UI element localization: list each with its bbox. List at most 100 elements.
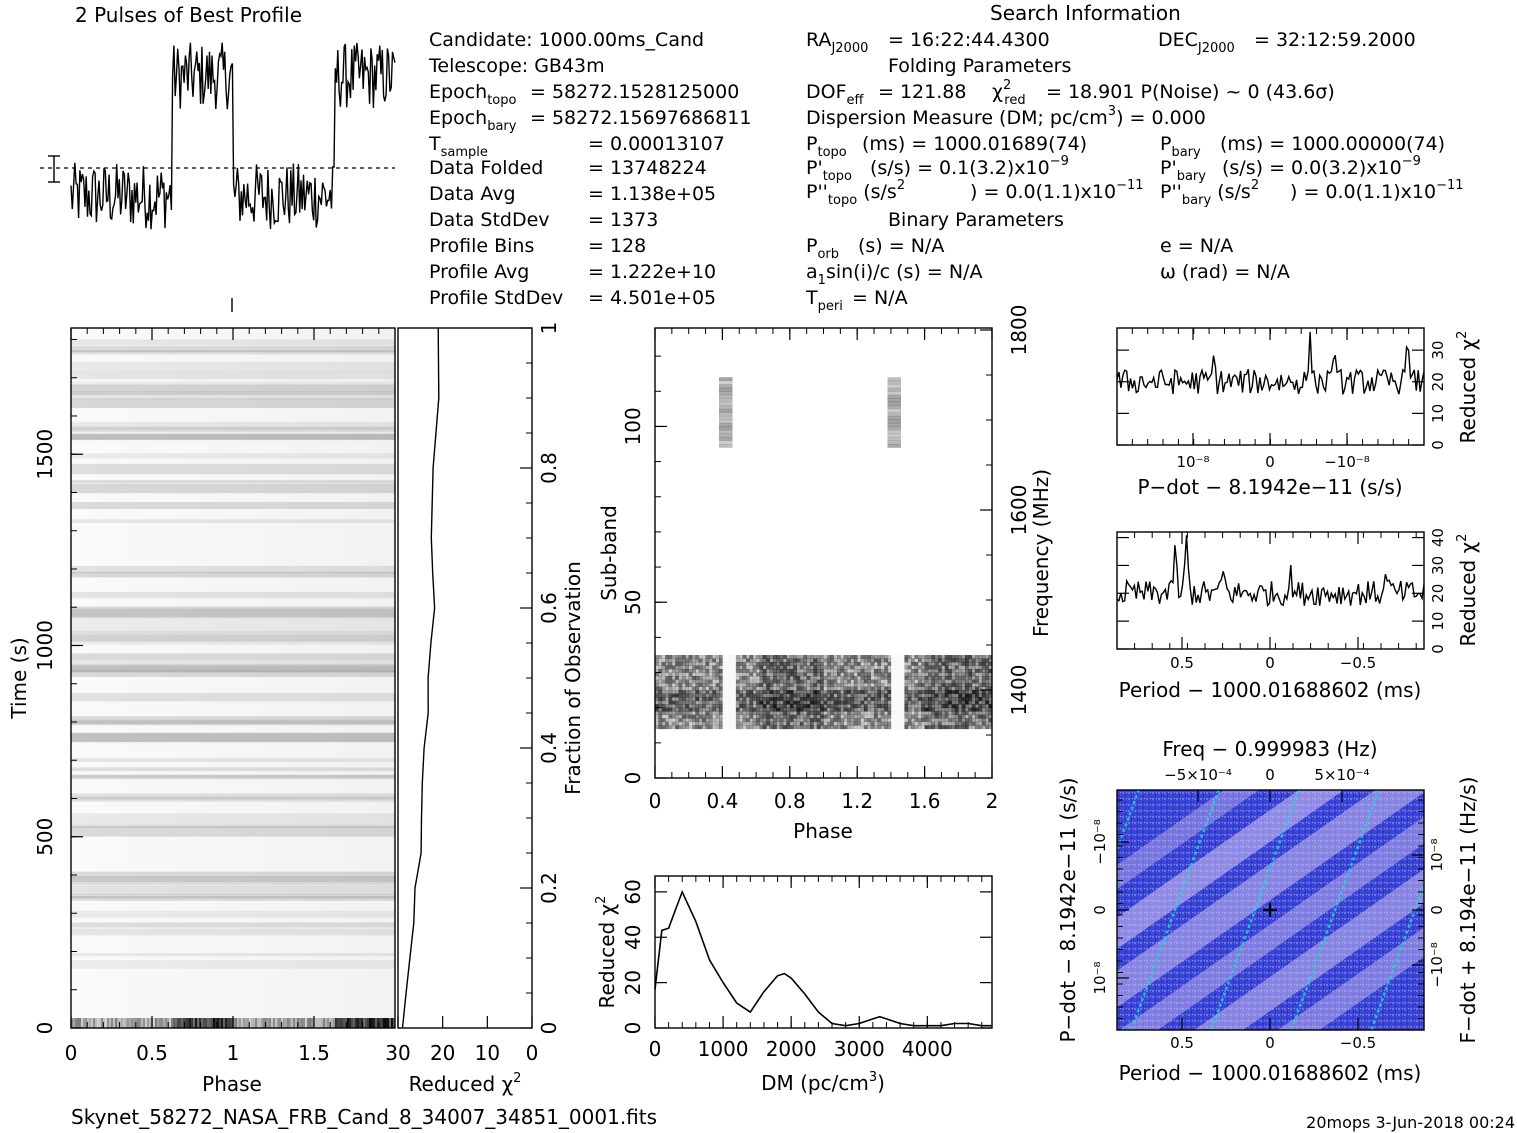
prof-std-label: Profile StdDev — [429, 287, 563, 309]
subband-pulse-cell — [887, 415, 901, 420]
subband-pulse-cell — [887, 440, 901, 445]
subband-pulse-cell — [719, 415, 733, 420]
pp-band — [1168, 790, 1424, 1030]
pp-xlabel: Period − 1000.01688602 (ms) — [1119, 1061, 1422, 1085]
pdtopo-value-text: (s/s) = 0.1(3.2)x10 — [870, 157, 1050, 179]
subband-pulse-cell — [719, 440, 733, 445]
subband-pulse-cell — [719, 408, 733, 413]
chi2-value: = 18.901 P(Noise) ~ 0 (43.6σ) — [1046, 81, 1335, 103]
candidate-line: Candidate: 1000.00ms_Cand — [429, 29, 704, 51]
ra-value: = 16:22:44.4300 — [888, 29, 1050, 51]
tc-ytick-label: 0.8 — [537, 452, 561, 484]
dm-xtick-label: 2000 — [766, 1037, 817, 1061]
time-chi2-line — [401, 327, 440, 1029]
subband-pulse-cell — [887, 377, 901, 382]
period-xlabel: Period − 1000.01688602 (ms) — [1119, 678, 1422, 702]
pdot-chi2-line — [1116, 331, 1425, 395]
subband-panel: 0 0.4 0.8 1.2 1.6 2 0 50 100 1400 1600 1800 Phase S… — [597, 305, 1053, 843]
dm-ylabel: Reduced χ2 — [594, 896, 619, 1009]
pr-xtick-label: 0 — [1265, 654, 1275, 672]
dm-xtick-label: 0 — [649, 1037, 662, 1061]
pp-band — [1117, 790, 1289, 1030]
pp-x2tick-label: 0 — [1265, 766, 1275, 784]
pr-ytick-label: 30 — [1429, 556, 1447, 575]
pr-ytick-label: 0 — [1429, 644, 1447, 654]
pdtopo-value: (s/s) = 0.1(3.2)x10−9 — [870, 154, 1069, 179]
period-ylabel: Reduced χ2 — [1455, 534, 1480, 647]
subband-pulse-cell — [719, 433, 733, 438]
dm-ytick-label: 60 — [621, 879, 645, 904]
pd-xtick-label: 0 — [1265, 453, 1275, 471]
pddtopo-value-text: ) = 0.0(1.1)x10 — [970, 181, 1116, 203]
prof-std-value: = 4.501e+05 — [588, 287, 716, 309]
pr-xtick-label: −0.5 — [1340, 654, 1376, 672]
prof-avg-label: Profile Avg — [429, 261, 529, 283]
subband-pulse-cell — [887, 394, 901, 399]
ecc-value: e = N/A — [1160, 235, 1233, 257]
search-heading: Search Information — [990, 1, 1181, 25]
subband-pulse-cell — [887, 391, 901, 396]
dec-value: = 32:12:59.2000 — [1254, 29, 1416, 51]
pddtopo-value: ) = 0.0(1.1)x10−11 — [970, 178, 1144, 203]
pp-streak — [1164, 790, 1346, 1030]
subband-pulse-cell — [887, 426, 901, 431]
tperi-label: Tperi — [805, 287, 843, 314]
epoch-topo-value: = 58272.1528125000 — [530, 81, 739, 103]
folding-heading: Folding Parameters — [888, 55, 1071, 77]
pr-ytick-label: 10 — [1429, 612, 1447, 631]
tc-xtick-label: 20 — [430, 1041, 455, 1065]
time-phase-panel: 0 0.5 1 1.5 0 500 1000 1500 Phase Time (s) — [7, 298, 396, 1096]
chi2-label: χ2 red — [992, 78, 1026, 108]
subband-pulse-cell — [719, 394, 733, 399]
subband-pulse-cell — [887, 401, 901, 406]
dm-ytick-label: 40 — [621, 925, 645, 950]
dm-label: Dispersion Measure (DM; pc/cm3) = 0.000 — [806, 104, 1206, 129]
subband-pulse-cell — [887, 398, 901, 403]
dm-panel: 0 1000 2000 3000 4000 0 20 40 60 DM (pc/cm3) Red… — [594, 875, 993, 1095]
dm-label-text: Dispersion Measure (DM; pc/cm — [806, 107, 1108, 129]
pd-ytick-label: 30 — [1429, 341, 1447, 360]
subband-pulse-cell — [887, 437, 901, 441]
pd-ytick-label: 20 — [1429, 372, 1447, 391]
pr-ytick-label: 40 — [1429, 528, 1447, 547]
pp-band — [1250, 790, 1424, 1030]
subband-pulse-cell — [887, 408, 901, 413]
dof-value: = 121.88 — [878, 81, 966, 103]
data-std-value: = 1373 — [588, 209, 658, 231]
subband-xlabel: Phase — [793, 819, 853, 843]
pr-ytick-label: 20 — [1429, 584, 1447, 603]
period-pdot-panel: 0.5 0 −0.5 −5×10⁻⁴ 0 5×10⁻⁴ 10⁻⁸ 0 −10⁻⁸ −10⁻⁸ 0 10… — [1056, 737, 1480, 1085]
tsample-label: Tsample — [428, 133, 488, 160]
data-folded-value: = 13748224 — [588, 157, 707, 179]
a1-value: sin(i)/c (s) = N/A — [826, 261, 983, 283]
subband-pulse-cell — [719, 384, 733, 389]
subband-pulse-cell — [887, 412, 901, 417]
subband-pulse-cell — [719, 391, 733, 396]
ra-label: RAJ2000 — [806, 29, 868, 56]
tp-xtick-label: 0 — [65, 1041, 78, 1065]
subband-pulse-cell — [887, 384, 901, 389]
tperi-value: = N/A — [852, 287, 908, 309]
dm-ytick-label: 20 — [621, 970, 645, 995]
subband-pulse-cell — [719, 437, 733, 441]
subband-pulse-cell — [719, 430, 733, 434]
subband-pulse-cell — [719, 405, 733, 410]
pd-ytick-label: 0 — [1429, 440, 1447, 450]
subband-pulse-cell — [719, 444, 733, 448]
subband-pulse-cell — [887, 444, 901, 448]
pp-x2tick-label: −5×10⁻⁴ — [1164, 766, 1232, 784]
binary-heading: Binary Parameters — [888, 209, 1064, 231]
subband-pulse-cell — [719, 426, 733, 431]
pdtopo-label: P'topo — [806, 157, 852, 184]
tc-ytick-label: 1 — [537, 322, 561, 335]
pp-ytick-label: 10⁻⁸ — [1091, 961, 1109, 994]
subband-pulse-cell — [887, 419, 901, 424]
subband-pulse-cell — [719, 387, 733, 392]
period-panel: 0.5 0 −0.5 0 10 20 30 40 Period − 1000.01688602… — [1116, 528, 1480, 702]
a1-letter: a — [806, 261, 818, 283]
tc-xtick-label: 0 — [526, 1041, 539, 1065]
tc-xtick-label: 30 — [385, 1041, 410, 1065]
pp-xtick-label: 0.5 — [1170, 1034, 1194, 1052]
subband-pulse-cell — [719, 398, 733, 403]
